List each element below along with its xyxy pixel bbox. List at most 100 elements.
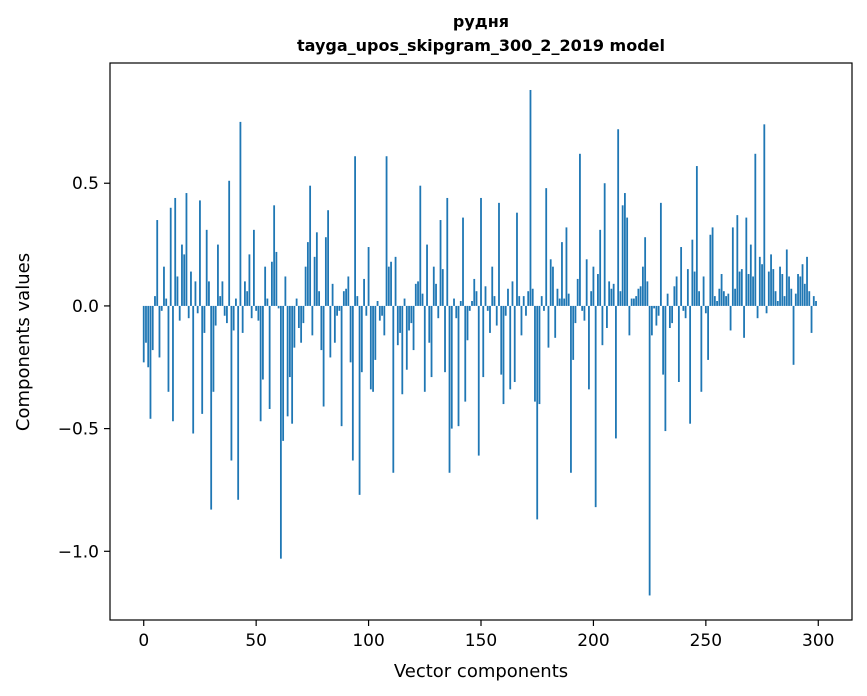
bar-174 [534, 305, 536, 402]
bar-123 [419, 185, 422, 306]
bar-205 [603, 183, 606, 306]
bar-276 [763, 124, 766, 306]
bar-30 [210, 305, 213, 510]
bar-274 [758, 256, 761, 306]
bar-229 [657, 305, 660, 316]
bar-109 [387, 266, 390, 306]
bar-207 [608, 281, 611, 306]
bar-25 [199, 200, 201, 306]
bar-51 [257, 305, 260, 321]
bar-39 [230, 305, 233, 461]
bar-100 [367, 247, 370, 306]
bar-83 [329, 305, 332, 358]
bar-24 [196, 305, 199, 314]
bar-190 [570, 305, 572, 473]
bar-269 [747, 274, 750, 306]
bar-32 [214, 305, 217, 326]
bar-148 [475, 291, 478, 306]
bar-59 [275, 251, 278, 306]
bar-12 [169, 207, 172, 306]
bar-235 [671, 305, 674, 324]
x-axis-label: Vector components [394, 661, 568, 682]
plot-frame [109, 62, 853, 621]
bar-270 [749, 244, 752, 306]
bar-49 [253, 229, 255, 306]
bar-279 [770, 254, 772, 306]
bar-163 [509, 305, 512, 390]
bar-64 [286, 305, 289, 417]
bar-107 [383, 305, 386, 336]
bar-146 [471, 301, 473, 306]
bar-75 [311, 305, 314, 336]
bar-243 [689, 305, 692, 424]
bar-27 [203, 305, 206, 333]
bar-225 [648, 305, 651, 596]
bar-211 [617, 129, 620, 306]
bar-38 [228, 180, 231, 306]
bar-245 [693, 271, 696, 306]
bar-293 [801, 264, 804, 306]
bar-152 [484, 286, 487, 306]
bar-287 [788, 276, 790, 306]
bar-149 [477, 305, 480, 456]
bar-285 [783, 296, 786, 306]
bar-297 [810, 305, 813, 333]
bar-61 [279, 305, 282, 559]
bar-289 [792, 305, 795, 365]
bar-99 [365, 305, 368, 316]
bar-258 [722, 291, 725, 306]
bar-262 [731, 227, 734, 306]
bar-244 [691, 239, 694, 306]
bar-221 [639, 286, 642, 306]
bar-87 [338, 305, 341, 311]
chart-subtitle: tayga_upos_skipgram_300_2_2019 model [297, 36, 665, 55]
bar-173 [531, 288, 534, 306]
bar-69 [297, 305, 300, 328]
bar-226 [650, 305, 653, 336]
bar-213 [621, 205, 624, 306]
bar-122 [417, 281, 419, 306]
bar-129 [432, 266, 435, 306]
bar-142 [462, 217, 464, 306]
bar-210 [615, 305, 617, 439]
bar-212 [619, 291, 622, 306]
bar-219 [635, 296, 638, 306]
bar-284 [781, 274, 784, 306]
y-axis-ticks: 0.5 0.0 −0.5 −1.0 [58, 174, 110, 562]
bar-28 [205, 229, 208, 306]
bar-138 [453, 298, 455, 306]
bar-139 [455, 305, 458, 319]
bar-223 [644, 237, 647, 306]
bar-21 [190, 271, 192, 306]
bar-37 [226, 305, 228, 324]
bar-68 [295, 298, 298, 306]
y-tick-label-1: 0.0 [72, 297, 99, 317]
bar-103 [374, 305, 377, 360]
bar-147 [473, 278, 476, 306]
bar-187 [563, 298, 566, 306]
bar-257 [720, 274, 723, 306]
bar-44 [241, 305, 244, 333]
bar-176 [538, 305, 541, 405]
bar-56 [268, 305, 271, 409]
bar-136 [448, 305, 451, 473]
bar-47 [248, 254, 251, 306]
bar-264 [736, 215, 739, 306]
bar-166 [516, 212, 518, 306]
bar-252 [709, 234, 712, 306]
bar-141 [459, 301, 462, 306]
bar-281 [774, 291, 777, 306]
bar-177 [540, 296, 543, 306]
chart-title: рудня [453, 12, 509, 31]
bar-273 [756, 305, 759, 319]
bar-256 [718, 288, 721, 306]
y-tick-label-0: 0.5 [72, 174, 99, 194]
bar-198 [588, 305, 590, 390]
bar-84 [331, 283, 334, 306]
bar-286 [785, 249, 788, 306]
bar-66 [291, 305, 294, 424]
bar-114 [399, 305, 401, 333]
bar-170 [525, 305, 527, 316]
bar-78 [318, 291, 321, 306]
